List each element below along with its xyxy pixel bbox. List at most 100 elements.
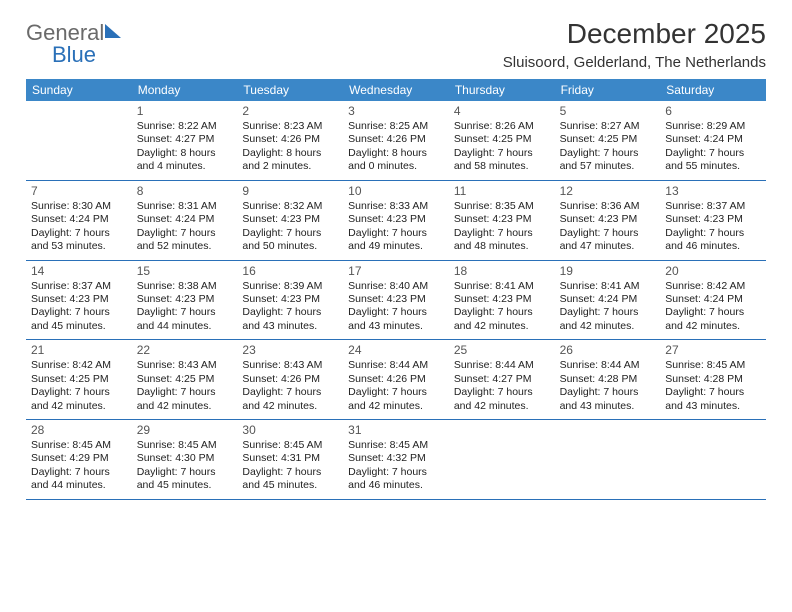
day-number: 21 xyxy=(31,343,127,357)
day-cell: 9Sunrise: 8:32 AMSunset: 4:23 PMDaylight… xyxy=(237,181,343,260)
weekday-header: Monday xyxy=(132,79,238,101)
sunset-line: Sunset: 4:23 PM xyxy=(454,293,550,306)
sunset-line: Sunset: 4:31 PM xyxy=(242,452,338,465)
day-number: 13 xyxy=(665,184,761,198)
day-cell: 31Sunrise: 8:45 AMSunset: 4:32 PMDayligh… xyxy=(343,420,449,499)
daylight-line: Daylight: 7 hours and 45 minutes. xyxy=(31,306,127,333)
daylight-line: Daylight: 7 hours and 52 minutes. xyxy=(137,227,233,254)
week-row: 14Sunrise: 8:37 AMSunset: 4:23 PMDayligh… xyxy=(26,261,766,341)
day-number: 6 xyxy=(665,104,761,118)
sunset-line: Sunset: 4:24 PM xyxy=(560,293,656,306)
sunset-line: Sunset: 4:25 PM xyxy=(560,133,656,146)
day-number: 1 xyxy=(137,104,233,118)
day-cell: 1Sunrise: 8:22 AMSunset: 4:27 PMDaylight… xyxy=(132,101,238,180)
daylight-line: Daylight: 7 hours and 42 minutes. xyxy=(242,386,338,413)
sunset-line: Sunset: 4:28 PM xyxy=(560,373,656,386)
day-cell: 11Sunrise: 8:35 AMSunset: 4:23 PMDayligh… xyxy=(449,181,555,260)
sunset-line: Sunset: 4:23 PM xyxy=(242,293,338,306)
week-row: 7Sunrise: 8:30 AMSunset: 4:24 PMDaylight… xyxy=(26,181,766,261)
day-cell: 15Sunrise: 8:38 AMSunset: 4:23 PMDayligh… xyxy=(132,261,238,340)
daylight-line: Daylight: 7 hours and 44 minutes. xyxy=(137,306,233,333)
day-number: 18 xyxy=(454,264,550,278)
daylight-line: Daylight: 8 hours and 2 minutes. xyxy=(242,147,338,174)
daylight-line: Daylight: 7 hours and 46 minutes. xyxy=(348,466,444,493)
daylight-line: Daylight: 7 hours and 43 minutes. xyxy=(665,386,761,413)
daylight-line: Daylight: 7 hours and 50 minutes. xyxy=(242,227,338,254)
empty-cell xyxy=(555,420,661,499)
day-cell: 21Sunrise: 8:42 AMSunset: 4:25 PMDayligh… xyxy=(26,340,132,419)
day-number: 14 xyxy=(31,264,127,278)
daylight-line: Daylight: 7 hours and 53 minutes. xyxy=(31,227,127,254)
daylight-line: Daylight: 7 hours and 47 minutes. xyxy=(560,227,656,254)
day-cell: 28Sunrise: 8:45 AMSunset: 4:29 PMDayligh… xyxy=(26,420,132,499)
daylight-line: Daylight: 7 hours and 48 minutes. xyxy=(454,227,550,254)
sunrise-line: Sunrise: 8:37 AM xyxy=(31,280,127,293)
daylight-line: Daylight: 7 hours and 42 minutes. xyxy=(560,306,656,333)
sunrise-line: Sunrise: 8:45 AM xyxy=(137,439,233,452)
sunset-line: Sunset: 4:23 PM xyxy=(665,213,761,226)
day-cell: 16Sunrise: 8:39 AMSunset: 4:23 PMDayligh… xyxy=(237,261,343,340)
day-cell: 12Sunrise: 8:36 AMSunset: 4:23 PMDayligh… xyxy=(555,181,661,260)
daylight-line: Daylight: 7 hours and 42 minutes. xyxy=(665,306,761,333)
day-cell: 18 Sunrise: 8:41 AMSunset: 4:23 PMDayligh… xyxy=(449,261,555,340)
sunset-line: Sunset: 4:23 PM xyxy=(348,293,444,306)
daylight-line: Daylight: 7 hours and 57 minutes. xyxy=(560,147,656,174)
day-number: 31 xyxy=(348,423,444,437)
weekday-header: Thursday xyxy=(449,79,555,101)
daylight-line: Daylight: 7 hours and 42 minutes. xyxy=(454,306,550,333)
day-cell: 22Sunrise: 8:43 AMSunset: 4:25 PMDayligh… xyxy=(132,340,238,419)
sunrise-line: Sunrise: 8:39 AM xyxy=(242,280,338,293)
sunset-line: Sunset: 4:23 PM xyxy=(137,293,233,306)
brand-part2: Blue xyxy=(52,42,96,67)
sunrise-line: Sunrise: 8:41 AM xyxy=(454,280,550,293)
brand-logo: GeneralBlue xyxy=(26,18,121,66)
day-number: 24 xyxy=(348,343,444,357)
page-subtitle: Sluisoord, Gelderland, The Netherlands xyxy=(503,54,766,71)
day-number: 26 xyxy=(560,343,656,357)
sunrise-line: Sunrise: 8:31 AM xyxy=(137,200,233,213)
page-title: December 2025 xyxy=(503,18,766,50)
daylight-line: Daylight: 7 hours and 49 minutes. xyxy=(348,227,444,254)
day-number: 23 xyxy=(242,343,338,357)
day-number: 12 xyxy=(560,184,656,198)
day-cell: 19Sunrise: 8:41 AMSunset: 4:24 PMDayligh… xyxy=(555,261,661,340)
day-cell: 30Sunrise: 8:45 AMSunset: 4:31 PMDayligh… xyxy=(237,420,343,499)
sunset-line: Sunset: 4:23 PM xyxy=(31,293,127,306)
sunrise-line: Sunrise: 8:42 AM xyxy=(31,359,127,372)
sunrise-line: Sunrise: 8:44 AM xyxy=(560,359,656,372)
daylight-line: Daylight: 7 hours and 44 minutes. xyxy=(31,466,127,493)
empty-cell xyxy=(660,420,766,499)
day-number: 28 xyxy=(31,423,127,437)
sunrise-line: Sunrise: 8:33 AM xyxy=(348,200,444,213)
sunset-line: Sunset: 4:24 PM xyxy=(137,213,233,226)
sunrise-line: Sunrise: 8:30 AM xyxy=(31,200,127,213)
day-number: 20 xyxy=(665,264,761,278)
day-number: 17 xyxy=(348,264,444,278)
sunrise-line: Sunrise: 8:25 AM xyxy=(348,120,444,133)
sunrise-line: Sunrise: 8:41 AM xyxy=(560,280,656,293)
day-number: 27 xyxy=(665,343,761,357)
sunrise-line: Sunrise: 8:45 AM xyxy=(665,359,761,372)
sunrise-line: Sunrise: 8:44 AM xyxy=(348,359,444,372)
day-cell: 20Sunrise: 8:42 AMSunset: 4:24 PMDayligh… xyxy=(660,261,766,340)
weekday-header: Saturday xyxy=(660,79,766,101)
weekday-header: Friday xyxy=(555,79,661,101)
sunset-line: Sunset: 4:27 PM xyxy=(454,373,550,386)
daylight-line: Daylight: 7 hours and 43 minutes. xyxy=(348,306,444,333)
empty-cell xyxy=(26,101,132,180)
sunrise-line: Sunrise: 8:44 AM xyxy=(454,359,550,372)
sunrise-line: Sunrise: 8:45 AM xyxy=(242,439,338,452)
day-number: 15 xyxy=(137,264,233,278)
sunset-line: Sunset: 4:25 PM xyxy=(31,373,127,386)
empty-cell xyxy=(449,420,555,499)
daylight-line: Daylight: 7 hours and 45 minutes. xyxy=(137,466,233,493)
sunrise-line: Sunrise: 8:22 AM xyxy=(137,120,233,133)
day-cell: 5Sunrise: 8:27 AMSunset: 4:25 PMDaylight… xyxy=(555,101,661,180)
day-cell: 14 Sunrise: 8:37 AMSunset: 4:23 PMDayligh… xyxy=(26,261,132,340)
day-cell: 8Sunrise: 8:31 AMSunset: 4:24 PMDaylight… xyxy=(132,181,238,260)
sunset-line: Sunset: 4:32 PM xyxy=(348,452,444,465)
sunset-line: Sunset: 4:30 PM xyxy=(137,452,233,465)
sunset-line: Sunset: 4:29 PM xyxy=(31,452,127,465)
daylight-line: Daylight: 7 hours and 43 minutes. xyxy=(560,386,656,413)
sunrise-line: Sunrise: 8:43 AM xyxy=(137,359,233,372)
